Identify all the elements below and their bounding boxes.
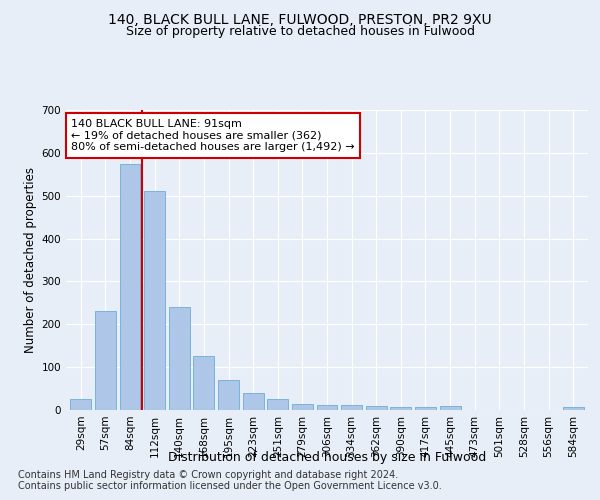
Bar: [341, 406, 362, 410]
Text: Size of property relative to detached houses in Fulwood: Size of property relative to detached ho…: [125, 25, 475, 38]
Text: Distribution of detached houses by size in Fulwood: Distribution of detached houses by size …: [168, 451, 486, 464]
Bar: [169, 307, 190, 410]
Text: 140 BLACK BULL LANE: 91sqm
← 19% of detached houses are smaller (362)
80% of sem: 140 BLACK BULL LANE: 91sqm ← 19% of deta…: [71, 119, 355, 152]
Bar: [193, 356, 214, 410]
Bar: [366, 406, 387, 410]
Text: 140, BLACK BULL LANE, FULWOOD, PRESTON, PR2 9XU: 140, BLACK BULL LANE, FULWOOD, PRESTON, …: [108, 12, 492, 26]
Bar: [440, 406, 461, 410]
Bar: [70, 400, 91, 410]
Bar: [144, 192, 165, 410]
Bar: [563, 406, 584, 410]
Bar: [119, 164, 140, 410]
Bar: [292, 404, 313, 410]
Bar: [267, 400, 288, 410]
Bar: [391, 407, 412, 410]
Y-axis label: Number of detached properties: Number of detached properties: [25, 167, 37, 353]
Bar: [317, 405, 337, 410]
Bar: [95, 312, 116, 410]
Bar: [218, 380, 239, 410]
Bar: [242, 393, 263, 410]
Text: Contains HM Land Registry data © Crown copyright and database right 2024.: Contains HM Land Registry data © Crown c…: [18, 470, 398, 480]
Bar: [415, 407, 436, 410]
Text: Contains public sector information licensed under the Open Government Licence v3: Contains public sector information licen…: [18, 481, 442, 491]
